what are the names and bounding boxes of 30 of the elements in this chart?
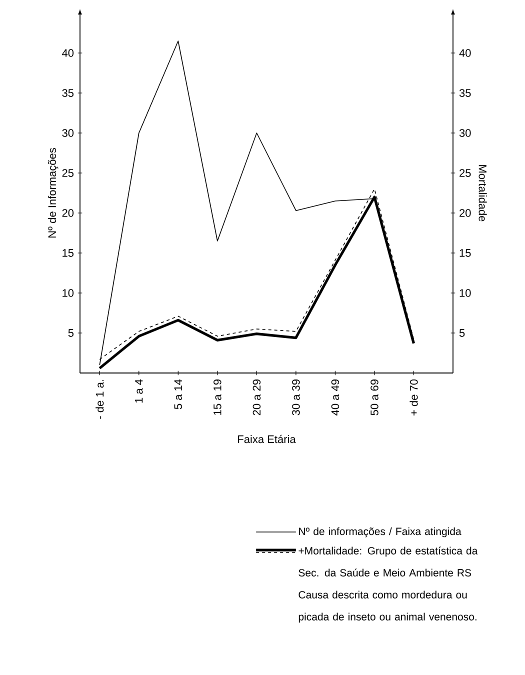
y2-tick-label: 35 xyxy=(459,89,471,97)
x-tick-label: 40 a 49 xyxy=(331,380,340,416)
y-tick-label: 30 xyxy=(62,129,74,137)
x-tick-label: + de 70 xyxy=(410,379,418,416)
y2-tick-label: 20 xyxy=(460,209,471,217)
y2-tick-label: 30 xyxy=(459,129,471,137)
y-tick-label: 10 xyxy=(62,289,74,297)
y2-tick-label: 15 xyxy=(460,249,471,257)
x-tick-label: 50 a 69 xyxy=(370,380,378,416)
y-tick-label: 35 xyxy=(62,89,74,97)
y2-tick-label: 10 xyxy=(460,289,471,297)
x-axis-title: Faixa Etária xyxy=(238,434,296,444)
y-tick-label: 15 xyxy=(62,249,74,257)
y2-tick-label: 25 xyxy=(460,169,471,177)
x-tick-label: 15 a 19 xyxy=(214,380,222,415)
y-tick-label: 20 xyxy=(62,209,74,217)
x-tick-label: 5 a 14 xyxy=(174,379,182,410)
y2-tick-label: 40 xyxy=(459,49,471,57)
text: +Mortalidade: Grupo de estatística da Sec. da Saúde e Meio Ambiente RS Causa descrita como mordedura ou picada de inseto ou animal venenoso. xyxy=(298,546,478,623)
y2-tick-label: 5 xyxy=(459,329,465,337)
y-axis-title: Nº de Informações xyxy=(48,148,58,238)
y2-axis-title: Mortalidade xyxy=(478,165,487,222)
x-tick-label: - de 1 a. xyxy=(96,380,104,419)
y-tick-label: 5 xyxy=(68,329,74,337)
legend-label: Nº de informações / Faixa atingida xyxy=(299,527,462,538)
x-tick-label: 1 a 4 xyxy=(135,379,143,403)
x-tick-label: 20 a 29 xyxy=(252,380,261,416)
x-tick-label: 30 a 39 xyxy=(292,380,300,416)
y-tick-label: 25 xyxy=(62,169,74,177)
y-tick-label: 40 xyxy=(62,49,74,57)
